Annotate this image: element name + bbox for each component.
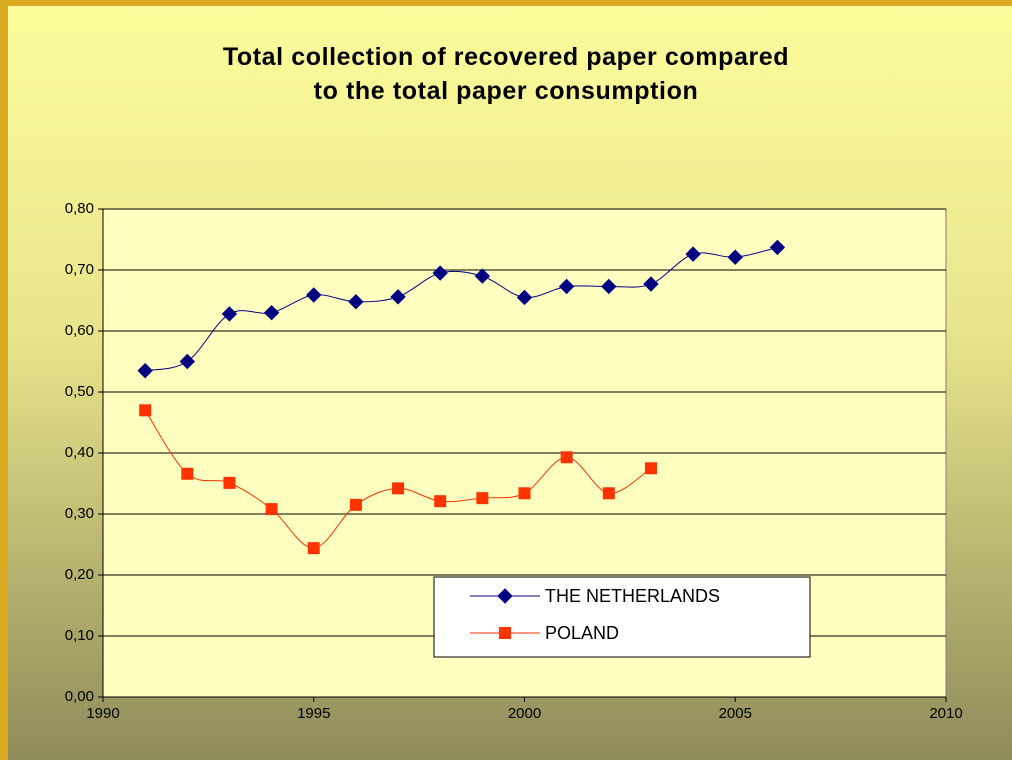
left-edge [0, 0, 8, 760]
x-tick-label: 1995 [297, 705, 330, 722]
legend-label: THE NETHERLANDS [545, 586, 720, 606]
y-tick-label: 0,20 [65, 566, 94, 583]
y-tick-label: 0,70 [65, 261, 94, 278]
marker [221, 306, 238, 322]
marker [181, 467, 194, 480]
marker [139, 404, 152, 417]
marker [348, 294, 364, 310]
marker [137, 362, 153, 379]
marker [432, 265, 448, 281]
marker [769, 239, 786, 256]
marker [349, 498, 362, 511]
marker [263, 304, 280, 321]
marker [560, 451, 573, 464]
legend-marker [497, 588, 513, 604]
marker [307, 542, 320, 555]
marker [518, 487, 531, 500]
marker [434, 495, 447, 508]
legend: THE NETHERLANDS POLAND [433, 576, 811, 658]
marker [516, 289, 533, 306]
legend-label: POLAND [545, 623, 619, 643]
x-tick-label: 1990 [86, 705, 119, 722]
legend-marker [499, 627, 511, 639]
series-line [145, 246, 778, 372]
marker [685, 246, 701, 262]
marker [392, 482, 405, 495]
marker [727, 249, 743, 265]
y-tick-label: 0,10 [65, 627, 94, 644]
marker [474, 268, 491, 284]
y-tick-label: 0,80 [65, 200, 94, 217]
y-tick-label: 0,30 [65, 505, 94, 522]
y-tick-label: 0,60 [65, 322, 94, 339]
marker [390, 289, 406, 305]
y-tick-label: 0,40 [65, 444, 94, 461]
marker [265, 503, 278, 516]
top-edge [0, 0, 1012, 6]
marker [644, 462, 657, 475]
marker [643, 276, 659, 292]
legend-box [433, 576, 811, 658]
y-tick-label: 0,50 [65, 383, 94, 400]
marker [601, 278, 617, 295]
x-tick-label: 2000 [508, 705, 541, 722]
marker [602, 487, 615, 500]
marker [306, 287, 322, 303]
x-tick-label: 2010 [929, 705, 962, 722]
x-tick-label: 2005 [719, 705, 752, 722]
y-tick-label: 0,00 [65, 688, 94, 705]
marker [558, 278, 575, 295]
chart-title: Total collection of recovered paper comp… [223, 43, 789, 105]
marker [179, 353, 196, 370]
marker [476, 492, 489, 505]
marker [223, 476, 236, 489]
